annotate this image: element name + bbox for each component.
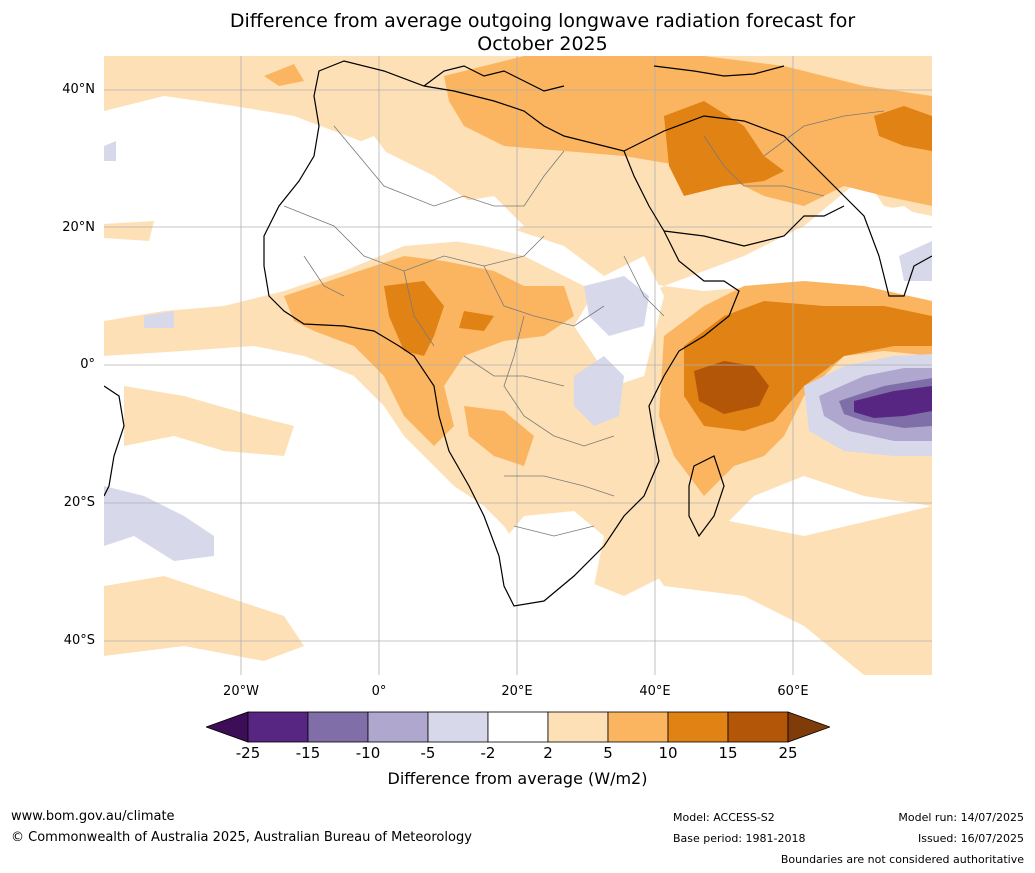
colorbar-segment <box>427 711 489 743</box>
base-period-text: Base period: 1981-2018 <box>673 832 806 845</box>
map-title-line2: October 2025 <box>477 33 608 55</box>
colorbar-label: Difference from average (W/m2) <box>387 769 648 788</box>
map-title: Difference from average outgoing longwav… <box>0 10 1035 56</box>
coastlines <box>104 60 932 607</box>
model-text: Model: ACCESS-S2 <box>673 811 775 824</box>
anomaly-15-25-regions <box>694 361 769 414</box>
map-title-line1: Difference from average outgoing longwav… <box>229 10 856 32</box>
colorbar-segment <box>547 711 609 743</box>
website-link[interactable]: www.bom.gov.au/climate <box>11 809 175 824</box>
colorbar-segment <box>607 711 669 743</box>
map-canvas <box>104 56 932 675</box>
colorbar-tick-label: 15 <box>718 744 738 762</box>
lon-label-40e: 40°E <box>639 684 671 699</box>
colorbar-extend-high <box>787 711 830 743</box>
country-borders <box>283 110 885 537</box>
olr-anomaly-map <box>104 56 932 675</box>
lon-label-0: 0° <box>371 684 387 699</box>
lon-label-20e: 20°E <box>501 684 533 699</box>
colorbar-tick-label: -10 <box>355 744 381 762</box>
colorbar-tick-label: 2 <box>543 744 553 762</box>
map-gridlines <box>104 56 932 675</box>
colorbar-tick-label: 5 <box>603 744 613 762</box>
colorbar-tick-label: 10 <box>658 744 678 762</box>
model-run-text: Model run: 14/07/2025 <box>898 811 1024 824</box>
colorbar <box>206 711 830 743</box>
colorbar-segment <box>367 711 429 743</box>
colorbar-segments <box>206 711 830 743</box>
colorbar-tick-label: -25 <box>235 744 261 762</box>
colorbar-tick-label: 25 <box>778 744 798 762</box>
lat-label-20n: 20°N <box>62 220 95 235</box>
colorbar-segment <box>487 711 549 743</box>
lat-label-40s: 40°S <box>63 633 95 648</box>
lat-label-0: 0° <box>80 357 95 372</box>
lat-label-20s: 20°S <box>63 495 95 510</box>
issued-text: Issued: 16/07/2025 <box>917 832 1024 845</box>
lon-label-20w: 20°W <box>223 684 259 699</box>
copyright-text: © Commonwealth of Australia 2025, Austra… <box>11 830 472 845</box>
colorbar-tick-label: -15 <box>295 744 321 762</box>
colorbar-segment <box>247 711 309 743</box>
colorbar-tick-label: -5 <box>420 744 436 762</box>
colorbar-segment <box>307 711 369 743</box>
lat-label-40n: 40°N <box>62 82 95 97</box>
lon-label-60e: 60°E <box>777 684 809 699</box>
colorbar-segment <box>667 711 729 743</box>
disclaimer-text: Boundaries are not considered authoritat… <box>780 853 1024 866</box>
colorbar-tick-label: -2 <box>480 744 496 762</box>
anomaly-negative-regions <box>104 141 932 561</box>
colorbar-segment <box>727 711 789 743</box>
colorbar-extend-low <box>206 711 249 743</box>
